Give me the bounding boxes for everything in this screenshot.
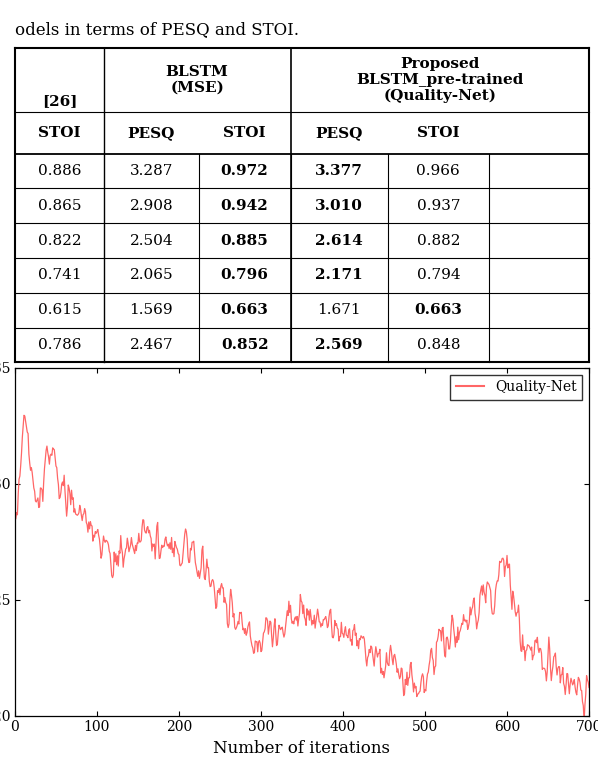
Text: 0.741: 0.741 xyxy=(38,268,81,282)
Text: 0.852: 0.852 xyxy=(221,338,269,352)
Text: 0.663: 0.663 xyxy=(221,303,269,317)
Text: 0.848: 0.848 xyxy=(417,338,460,352)
Text: [26]: [26] xyxy=(42,94,77,108)
Text: 1.569: 1.569 xyxy=(130,303,173,317)
Text: 0.865: 0.865 xyxy=(38,199,81,213)
Text: Proposed
BLSTM_pre-trained
(Quality-Net): Proposed BLSTM_pre-trained (Quality-Net) xyxy=(356,56,523,103)
Text: STOI: STOI xyxy=(38,126,81,140)
Text: 2.065: 2.065 xyxy=(130,268,173,282)
Text: 2.569: 2.569 xyxy=(316,338,363,352)
Text: 2.171: 2.171 xyxy=(315,268,363,282)
Text: 2.614: 2.614 xyxy=(315,234,363,248)
Text: 3.010: 3.010 xyxy=(315,199,363,213)
Text: 0.794: 0.794 xyxy=(417,268,460,282)
Text: 0.937: 0.937 xyxy=(417,199,460,213)
Text: 0.663: 0.663 xyxy=(414,303,462,317)
Legend: Quality-Net: Quality-Net xyxy=(450,375,582,400)
Text: PESQ: PESQ xyxy=(127,126,175,140)
Text: STOI: STOI xyxy=(417,126,460,140)
Text: 0.972: 0.972 xyxy=(221,164,269,178)
Text: 0.786: 0.786 xyxy=(38,338,81,352)
Text: 0.966: 0.966 xyxy=(416,164,460,178)
Text: 0.796: 0.796 xyxy=(221,268,269,282)
Text: 2.467: 2.467 xyxy=(130,338,173,352)
Text: 2.908: 2.908 xyxy=(130,199,173,213)
Text: 0.615: 0.615 xyxy=(38,303,81,317)
Text: 1.671: 1.671 xyxy=(318,303,361,317)
Text: BLSTM
(MSE): BLSTM (MSE) xyxy=(166,65,228,95)
Text: 0.822: 0.822 xyxy=(38,234,81,248)
X-axis label: Number of iterations: Number of iterations xyxy=(213,740,390,757)
Text: 0.885: 0.885 xyxy=(221,234,269,248)
Text: 3.287: 3.287 xyxy=(130,164,173,178)
Text: 0.942: 0.942 xyxy=(221,199,269,213)
Text: 0.882: 0.882 xyxy=(417,234,460,248)
Text: 0.886: 0.886 xyxy=(38,164,81,178)
Text: PESQ: PESQ xyxy=(316,126,363,140)
Text: odels in terms of PESQ and STOI.: odels in terms of PESQ and STOI. xyxy=(15,21,299,38)
Text: STOI: STOI xyxy=(223,126,266,140)
Text: 3.377: 3.377 xyxy=(315,164,363,178)
Text: 2.504: 2.504 xyxy=(130,234,173,248)
